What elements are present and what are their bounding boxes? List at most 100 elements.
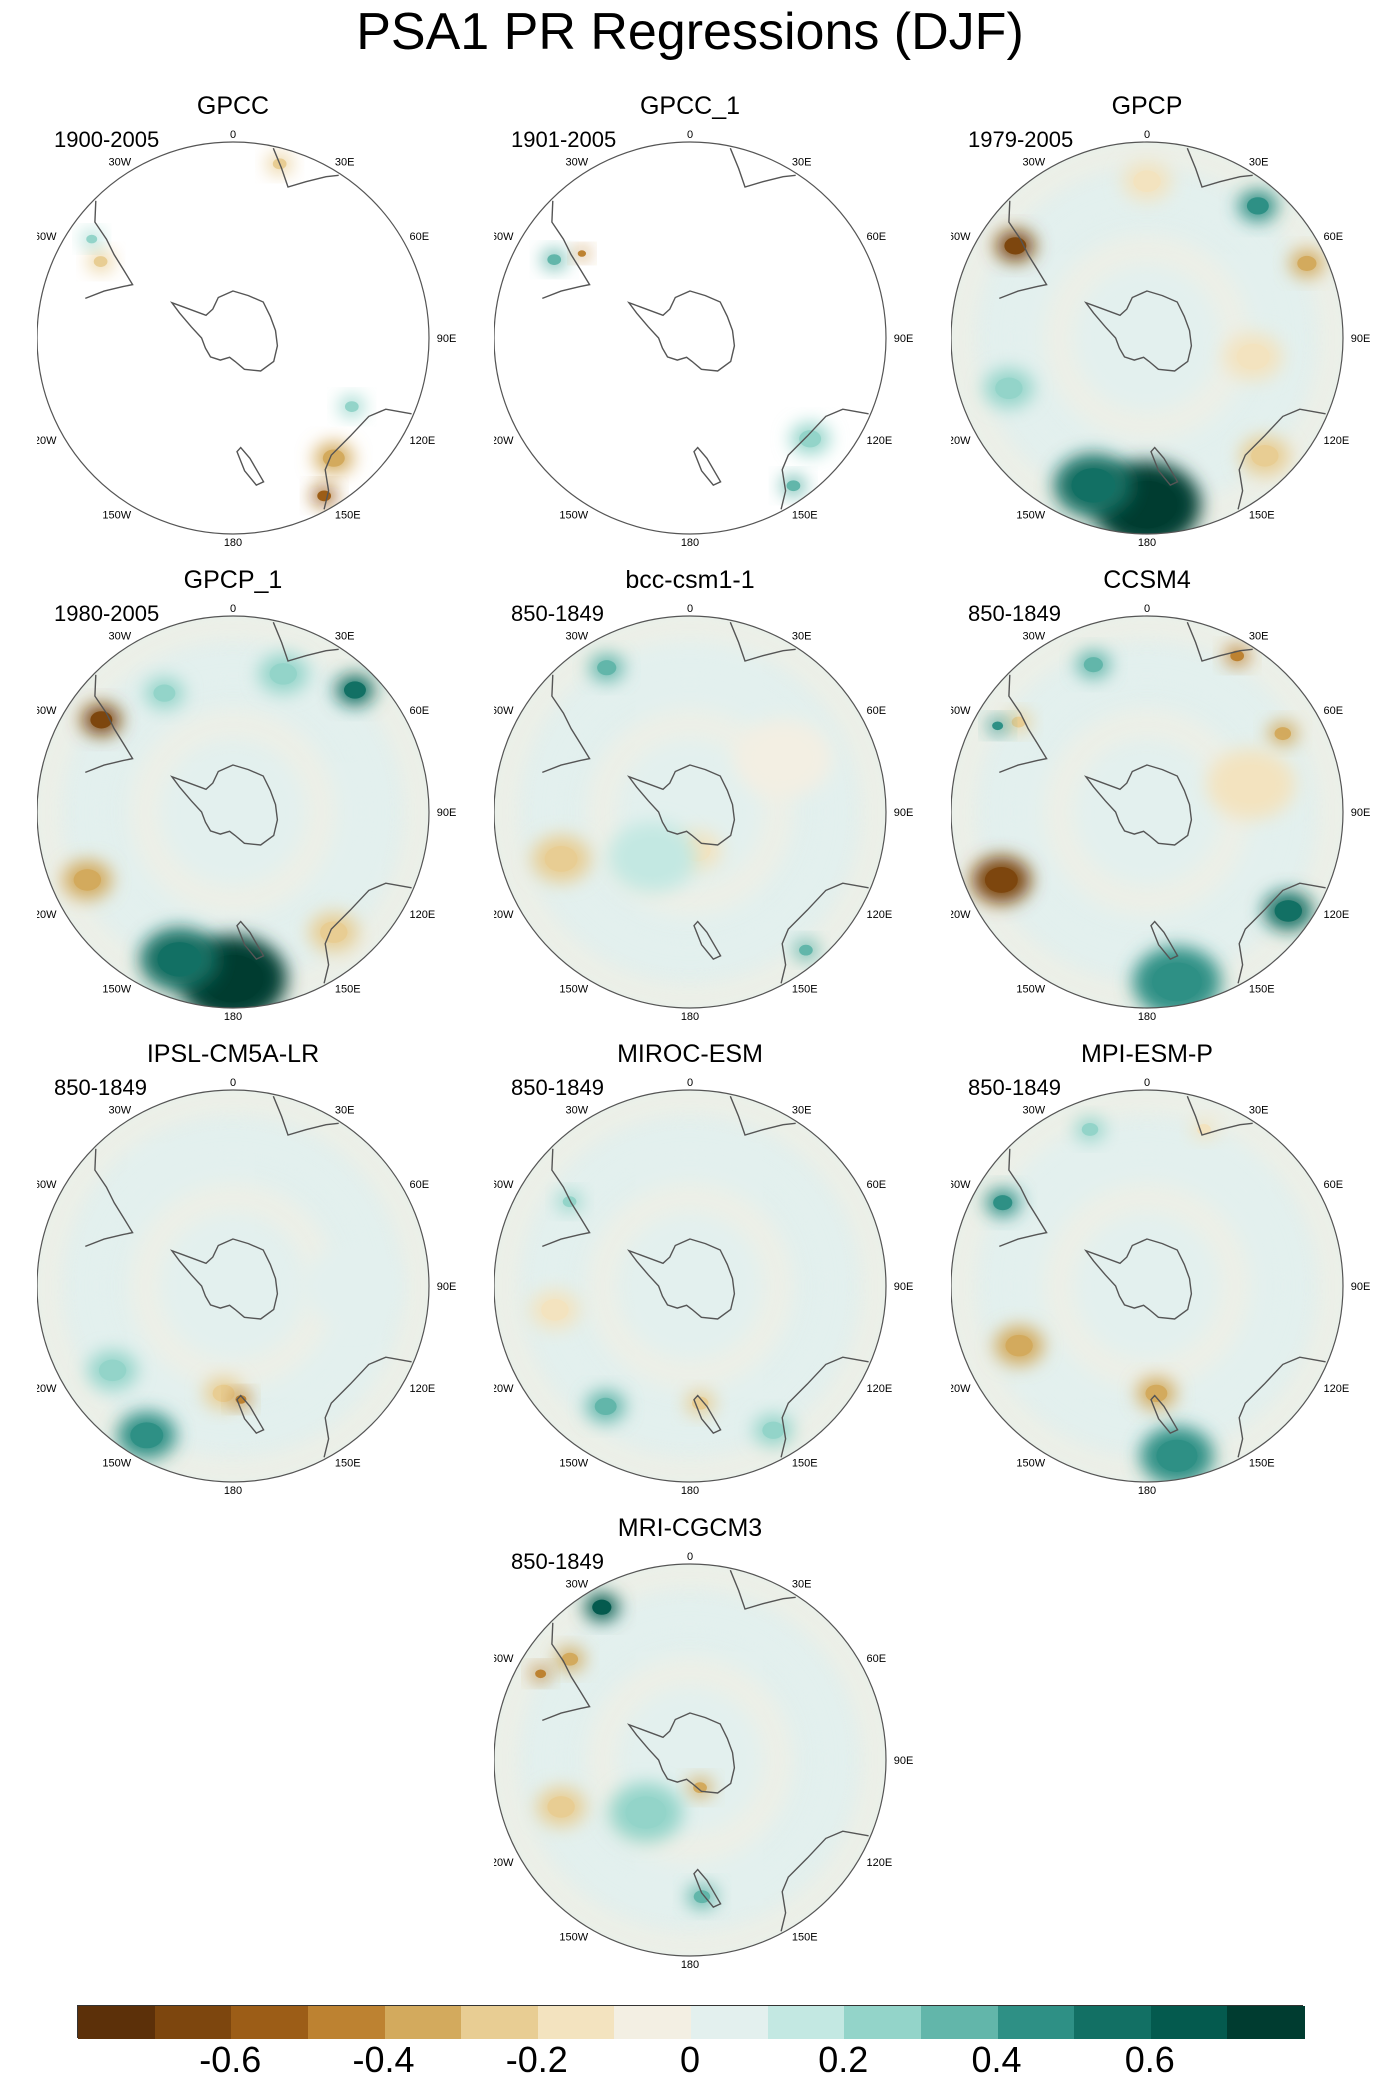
coastline-2 <box>780 1830 869 1932</box>
lon-label-lower-left: 150W <box>1016 510 1045 522</box>
background-ring-1 <box>985 1124 1309 1448</box>
coastline-1 <box>729 147 796 188</box>
anomaly-core-3 <box>1116 480 1178 529</box>
map-boundary <box>951 1089 1344 1483</box>
lon-label-left-lower: 120W <box>951 909 971 921</box>
lon-label-left-lower: 120W <box>37 435 57 447</box>
colorbar-box-11 <box>920 2006 999 2039</box>
anomaly-core-6 <box>269 663 297 685</box>
background-ring-0 <box>1043 234 1251 442</box>
anomaly-core-0 <box>130 1422 164 1449</box>
map-field <box>37 616 429 1008</box>
lon-label-upper-left: 30W <box>1022 631 1045 643</box>
anomaly-core-5 <box>344 401 359 412</box>
lon-label-lower-left: 150W <box>559 1932 588 1944</box>
panel-title: MPI-ESM-P <box>1081 1040 1213 1068</box>
background-ring-1 <box>528 650 852 974</box>
background-ring-2 <box>494 1564 886 1956</box>
lon-label-lower-left: 150W <box>102 510 131 522</box>
lon-label-lower-right: 150E <box>335 984 361 996</box>
lon-label-lower-right: 150E <box>335 510 361 522</box>
coastline-3 <box>1150 1394 1179 1434</box>
panel-title: CCSM4 <box>1103 566 1191 594</box>
map-panel-ipsl-cm5a-lr: 030E60E90E120E150E180150W120W90W60W30WIP… <box>37 1039 457 1509</box>
coastline-1 <box>729 1095 796 1136</box>
map-field <box>37 1090 429 1482</box>
panel-title: MIROC-ESM <box>617 1040 763 1068</box>
coastline-0 <box>85 1148 134 1248</box>
map-background <box>37 142 429 534</box>
lon-label-upper-left: 30W <box>565 631 588 643</box>
lon-label-upper-right: 30E <box>792 631 812 643</box>
polar-map-gpcp: 030E60E90E120E150E180150W120W90W60W30W <box>951 129 1370 549</box>
lon-label-lower-right: 150E <box>792 1932 818 1944</box>
anomaly-core-3 <box>547 1796 575 1818</box>
colorbar-box-8 <box>691 2006 770 2039</box>
lon-label-lower-right: 150E <box>792 510 818 522</box>
antarctica-coastline <box>626 290 736 372</box>
lon-label-lower-left: 150W <box>102 1458 131 1470</box>
coastline-0 <box>542 1622 591 1722</box>
lon-label-lower-left: 150W <box>559 1458 588 1470</box>
coastline-0 <box>542 200 591 300</box>
background-ring-1 <box>528 1598 852 1922</box>
map-boundary <box>951 141 1344 535</box>
coastline-2 <box>780 408 869 510</box>
polar-map-miroc-esm: 030E60E90E120E150E180150W120W90W60W30W <box>494 1077 913 1497</box>
background-ring-0 <box>1043 1182 1251 1390</box>
coastline-0 <box>999 674 1048 774</box>
lon-label-lower-right: 150E <box>1249 1458 1275 1470</box>
lon-label-bottom: 180 <box>681 537 699 549</box>
map-field <box>494 1090 886 1482</box>
anomaly-core-3 <box>762 1421 785 1439</box>
lon-label-lower-right: 150E <box>1249 984 1275 996</box>
map-boundary <box>494 1089 887 1483</box>
lon-label-lower-left: 150W <box>559 984 588 996</box>
lon-label-upper-right: 30E <box>335 631 355 643</box>
colorbar-box-5 <box>461 2006 540 2039</box>
panel-period: 850-1849 <box>968 1075 1061 1100</box>
anomaly-core-3 <box>98 1359 127 1382</box>
colorbar-box-0 <box>78 2006 157 2039</box>
lon-label-right: 90E <box>894 333 914 345</box>
colorbar-tick-label: -0.4 <box>352 2039 415 2080</box>
lon-label-right: 90E <box>437 1281 457 1293</box>
map-boundary <box>494 615 887 1009</box>
colorbar-tick-label: 0.2 <box>818 2039 869 2080</box>
coastline-2 <box>323 408 412 510</box>
antarctica-coastline <box>169 1238 279 1320</box>
anomaly-core-0 <box>592 1599 612 1615</box>
coastline-2 <box>780 882 869 984</box>
polar-map-gpcp-1: 030E60E90E120E150E180150W120W90W60W30W <box>37 603 457 1023</box>
coastline-1 <box>729 1569 796 1610</box>
map-field <box>951 142 1343 534</box>
colorbar-box-1 <box>154 2006 233 2039</box>
lon-label-right-upper: 60E <box>410 705 430 717</box>
colorbar-box-14 <box>1150 2006 1229 2039</box>
anomaly-core-1 <box>1011 716 1026 728</box>
anomaly-core-0 <box>547 254 562 265</box>
colorbar-box-12 <box>997 2006 1076 2039</box>
coastline-0 <box>542 674 591 774</box>
anomaly-core-1 <box>1005 1334 1033 1357</box>
lon-label-left-upper: 60W <box>951 705 971 717</box>
panel-period: 850-1849 <box>511 601 604 626</box>
lon-label-right-lower: 120E <box>867 435 893 447</box>
coastline-3 <box>236 1394 265 1434</box>
lon-label-left-upper: 60W <box>37 705 57 717</box>
map-boundary <box>494 1563 887 1957</box>
anomaly-core-3 <box>1152 962 1202 1002</box>
lon-label-left-lower: 120W <box>37 909 57 921</box>
lon-label-left-upper: 60W <box>37 231 57 243</box>
lon-label-right-upper: 60E <box>410 1179 430 1191</box>
anomaly-core-0 <box>984 866 1018 893</box>
lon-label-right-lower: 120E <box>1324 1383 1350 1395</box>
lon-label-right: 90E <box>437 807 457 819</box>
coastline-0 <box>85 200 134 300</box>
lon-label-upper-right: 30E <box>1249 1105 1269 1117</box>
anomaly-core-0 <box>544 845 578 872</box>
lon-label-bottom: 180 <box>1138 1011 1156 1023</box>
colorbar-tick-label: -0.6 <box>199 2039 262 2080</box>
background-ring-2 <box>37 1090 429 1482</box>
lon-label-top: 0 <box>687 129 693 141</box>
